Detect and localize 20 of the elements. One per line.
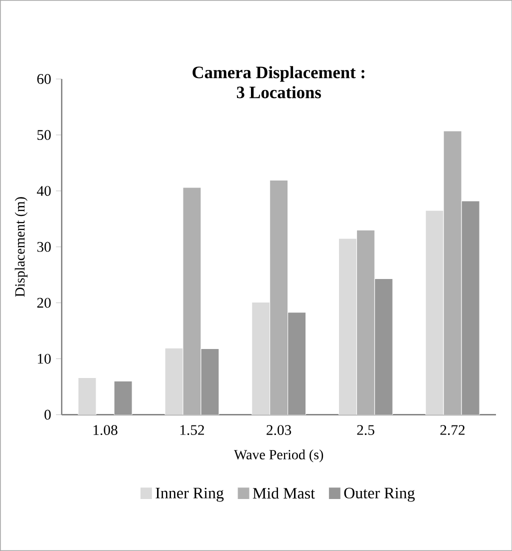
x-tick-label: 2.72 [440,425,464,436]
legend-label: Inner Ring [156,488,224,502]
x-tick-label: 1.52 [180,425,204,436]
chart-title: Camera Displacement : 3 Locations [192,66,364,98]
y-axis-title: Displacement (m) [14,197,28,297]
bar [114,380,132,415]
y-tick-label: 0 [44,410,51,420]
x-tick-label: 2.03 [266,425,291,436]
bar [78,378,96,415]
y-tick-label: 60 [37,74,51,84]
legend-label: Mid Mast [252,487,315,499]
y-tick-label: 30 [37,242,51,252]
y-tick-label: 50 [37,130,51,140]
y-tick-label: 10 [38,354,51,364]
x-tick-label: 1.08 [93,425,118,436]
y-tick-label: 20 [37,298,51,308]
legend-label: Outer Ring [344,488,415,502]
x-tick-label: 2.5 [357,425,374,436]
x-axis-title: Wave Period (s) [234,450,323,462]
y-tick-label: 40 [36,186,51,196]
